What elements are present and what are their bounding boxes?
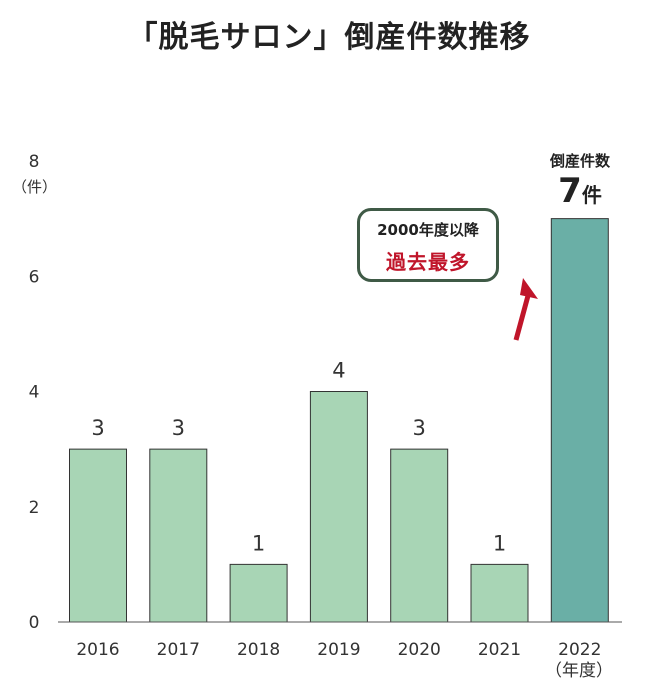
data-label-2018: 1: [252, 531, 265, 555]
page-title: 「脱毛サロン」倒産件数推移: [127, 20, 531, 55]
x-tick-label-2017: 2017: [157, 640, 200, 660]
y-unit-label: （件）: [12, 178, 57, 196]
bar-2016: [69, 448, 127, 623]
y-tick-label: 2: [29, 498, 40, 518]
y-tick-label: 0: [29, 613, 40, 633]
x-tick-label-2020: 2020: [398, 640, 441, 660]
data-label-2016: 3: [91, 416, 104, 440]
x-tick-label-2021: 2021: [478, 640, 521, 660]
highlight-unit: 件: [581, 183, 602, 207]
callout-box: 2000年度以降 過去最多: [357, 208, 499, 282]
bars: 3 3 1 4 3 1: [69, 218, 609, 623]
y-tick-label: 6: [29, 267, 40, 287]
x-axis: 2016 2017 2018 2019 2020 2021 2022: [76, 640, 601, 660]
y-tick-label: 4: [29, 383, 40, 403]
data-label-2021: 1: [493, 531, 506, 555]
up-arrow-icon: [513, 278, 538, 341]
bar-2022: [550, 218, 609, 623]
x-tick-label-2022: 2022: [558, 640, 601, 660]
bar-2017: [149, 448, 208, 623]
bar-2018: [229, 563, 288, 623]
data-label-2019: 4: [332, 359, 345, 383]
callout-line2: 過去最多: [386, 250, 470, 274]
y-axis: 0 2 4 6 8: [29, 152, 40, 633]
x-tick-label-2018: 2018: [237, 640, 280, 660]
x-tick-label-2016: 2016: [76, 640, 119, 660]
highlight-value: 7件: [530, 171, 630, 215]
callout-line1: 2000年度以降: [377, 221, 479, 239]
highlight-number: 7: [558, 171, 582, 211]
highlight-caption: 倒産件数: [549, 152, 610, 170]
bar-2020: [390, 448, 449, 623]
bar-2021: [470, 563, 529, 623]
data-label-2020: 3: [413, 416, 426, 440]
y-tick-label: 8: [29, 152, 40, 172]
x-tick-label-2019: 2019: [317, 640, 360, 660]
highlight-label: 倒産件数 7件: [530, 150, 630, 215]
x-unit-label: （年度）: [545, 661, 613, 681]
data-label-2017: 3: [172, 416, 185, 440]
bar-2019: [309, 391, 368, 623]
